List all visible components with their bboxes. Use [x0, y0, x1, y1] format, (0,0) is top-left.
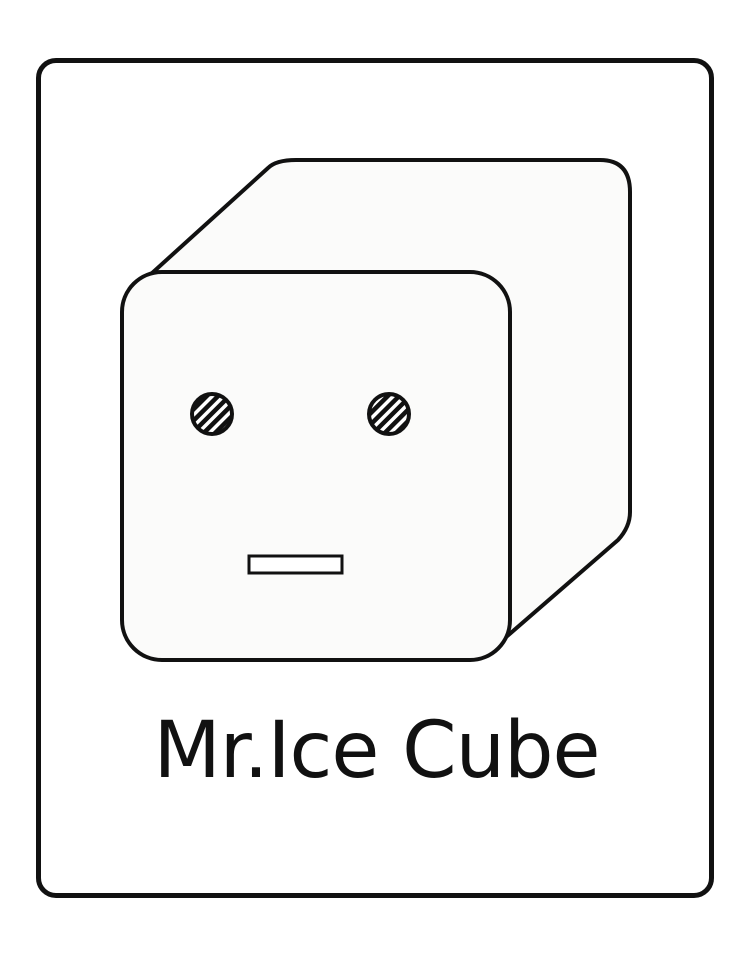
right-eye-icon — [367, 392, 411, 436]
brand-title: Mr.Ice Cube — [153, 706, 600, 796]
mouth-icon — [247, 554, 344, 575]
cube-front-face — [120, 270, 512, 662]
left-eye-icon — [190, 392, 234, 436]
